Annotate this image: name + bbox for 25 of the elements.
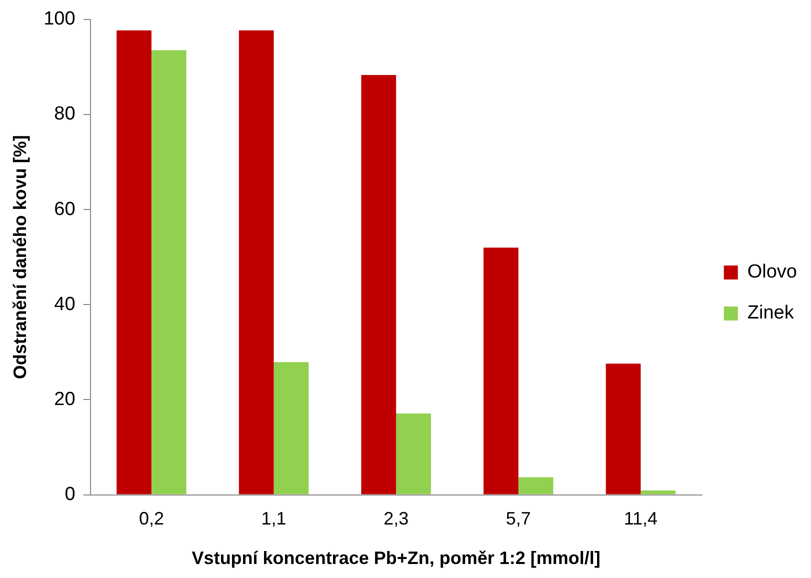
y-tick-label: 60: [54, 198, 76, 220]
y-tick-label: 80: [54, 104, 76, 125]
bar: [518, 477, 554, 494]
bar: [396, 414, 431, 494]
x-tick-label: 5,7: [506, 508, 531, 529]
bar: [274, 362, 309, 494]
bar: [361, 75, 396, 494]
x-tick-label: 1,1: [261, 508, 286, 529]
y-tick-label: 0: [64, 484, 76, 506]
bar: [606, 364, 641, 494]
bar: [484, 248, 518, 494]
bar: [116, 30, 152, 494]
y-tick-label: 100: [44, 8, 76, 30]
legend-label: Olovo: [747, 262, 798, 283]
x-tick-label: 2,3: [384, 508, 409, 529]
bar: [640, 490, 676, 494]
legend-label: Zinek: [747, 302, 794, 324]
y-axis-title: Odstranění daného kovu [%]: [10, 135, 30, 380]
bar: [238, 30, 274, 494]
x-tick-label: 0,2: [138, 508, 164, 529]
y-tick-label: 20: [54, 388, 76, 410]
x-axis-title: Vstupní koncentrace Pb+Zn, poměr 1:2 [mmol/l]: [192, 548, 600, 568]
y-tick-label: 40: [54, 294, 76, 315]
x-tick-label: 11,4: [624, 508, 658, 529]
bar: [151, 50, 186, 494]
